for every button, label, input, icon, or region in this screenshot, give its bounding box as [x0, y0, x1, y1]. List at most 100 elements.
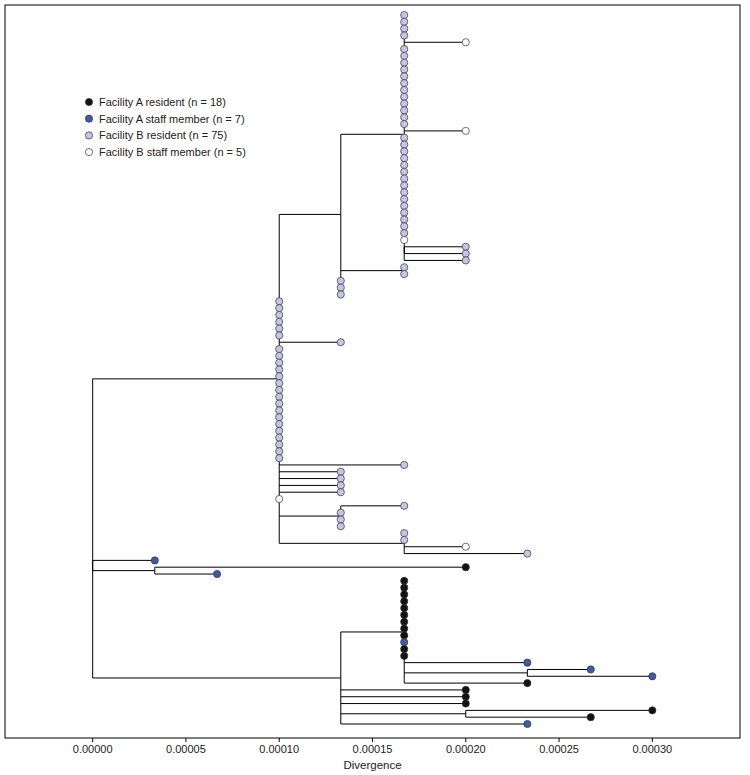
tip — [337, 339, 344, 346]
tip — [401, 141, 408, 148]
tip — [337, 523, 344, 530]
branch — [341, 724, 528, 725]
tip — [401, 100, 408, 107]
branch — [527, 669, 590, 670]
branch — [341, 134, 404, 135]
x-tick — [92, 738, 93, 742]
tip — [401, 632, 408, 639]
tip — [276, 420, 283, 427]
tip — [337, 291, 344, 298]
x-tick-label: 0.00000 — [73, 743, 113, 755]
branch — [341, 689, 466, 690]
tip — [462, 700, 469, 707]
tip — [401, 202, 408, 209]
branch — [341, 270, 404, 271]
tip — [649, 707, 656, 714]
tip — [401, 11, 408, 18]
tip — [401, 18, 408, 25]
tip — [337, 277, 344, 284]
tip — [401, 148, 408, 155]
tip — [462, 686, 469, 693]
x-tick — [372, 738, 373, 742]
x-tick-label: 0.00030 — [632, 743, 672, 755]
tip — [401, 107, 408, 114]
tip — [524, 720, 531, 727]
legend-label: Facility B staff member (n = 5) — [99, 146, 246, 158]
branch — [155, 574, 217, 575]
legend-label: Facility A resident (n = 18) — [99, 96, 226, 108]
tip — [401, 270, 408, 277]
branch — [341, 505, 404, 506]
tip — [462, 257, 469, 264]
branch — [279, 214, 341, 215]
x-tick — [279, 738, 280, 742]
plot-frame — [5, 5, 740, 738]
x-tick-label: 0.00010 — [259, 743, 299, 755]
branch — [279, 485, 341, 486]
branch — [404, 42, 466, 43]
x-tick-label: 0.00005 — [166, 743, 206, 755]
tip — [401, 161, 408, 168]
tip — [276, 414, 283, 421]
branch — [466, 710, 653, 711]
legend-swatch — [85, 115, 92, 122]
branch — [279, 543, 404, 544]
branch — [93, 378, 280, 379]
tip — [462, 250, 469, 257]
branch — [279, 516, 341, 517]
tip — [276, 400, 283, 407]
tip — [524, 550, 531, 557]
x-tick — [652, 738, 653, 742]
tip — [401, 155, 408, 162]
legend-swatch — [85, 132, 92, 139]
tip — [401, 236, 408, 243]
tip — [401, 223, 408, 230]
tip — [276, 345, 283, 352]
x-tick-label: 0.00020 — [446, 743, 486, 755]
tip — [401, 114, 408, 121]
branch — [155, 567, 466, 568]
branch — [404, 260, 466, 261]
branch — [279, 342, 341, 343]
tip — [401, 591, 408, 598]
tip — [401, 134, 408, 141]
tip — [401, 264, 408, 271]
tip — [401, 230, 408, 237]
tip — [337, 284, 344, 291]
tip — [587, 666, 594, 673]
branch — [93, 560, 155, 561]
tip — [401, 93, 408, 100]
tip — [401, 502, 408, 509]
tip — [462, 243, 469, 250]
x-tick — [185, 738, 186, 742]
tip — [337, 489, 344, 496]
tip — [401, 32, 408, 39]
tip — [337, 468, 344, 475]
tip — [401, 189, 408, 196]
tip — [401, 182, 408, 189]
x-tick — [465, 738, 466, 742]
tip — [276, 441, 283, 448]
branch — [404, 253, 466, 254]
tip — [401, 168, 408, 175]
tip — [276, 448, 283, 455]
branch — [279, 492, 341, 493]
tip — [462, 564, 469, 571]
x-tick — [559, 738, 560, 742]
tip — [401, 461, 408, 468]
branch — [279, 464, 404, 465]
branch — [341, 703, 466, 704]
tip — [401, 86, 408, 93]
tip — [401, 584, 408, 591]
tree — [93, 11, 656, 727]
branch — [404, 662, 527, 663]
branch — [404, 130, 466, 131]
branch — [341, 713, 466, 714]
tip — [337, 482, 344, 489]
tip — [276, 325, 283, 332]
tip — [276, 380, 283, 387]
branch — [279, 471, 341, 472]
tip — [401, 73, 408, 80]
tip — [276, 434, 283, 441]
legend: Facility A resident (n = 18)Facility A s… — [85, 96, 245, 158]
